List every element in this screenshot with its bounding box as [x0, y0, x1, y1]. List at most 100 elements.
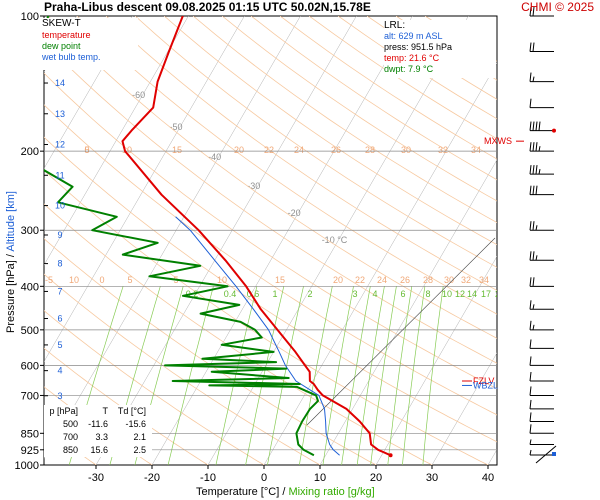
potential-temp-label: 28	[423, 275, 433, 285]
altitude-tick-label: 12	[55, 140, 65, 150]
potential-temp-label: 15	[275, 275, 285, 285]
lrl-title: LRL:	[384, 20, 406, 31]
isotherm-line	[151, 16, 413, 465]
pressure-tick-label: 200	[21, 146, 39, 158]
table-cell: -15.6	[125, 419, 146, 429]
wind-barb-full	[529, 165, 532, 175]
pressure-tick-label: 1000	[15, 460, 39, 472]
wind-barb-full	[532, 185, 535, 195]
altitude-tick-label: 7	[57, 286, 62, 296]
wbzl-label: WBZL	[473, 380, 498, 390]
isotherm-line	[44, 16, 301, 459]
mixing-ratio-label: 0.6	[247, 289, 260, 299]
isotherm-line	[544, 16, 600, 465]
wind-barb	[529, 424, 554, 434]
wind-barb	[529, 386, 554, 396]
isotherm-label: -60	[132, 90, 145, 100]
pressure-tick-label: 100	[21, 11, 39, 23]
potential-temp-label: 34	[471, 145, 481, 155]
wind-barb-full	[529, 251, 532, 261]
wind-barb-half	[535, 255, 538, 261]
wind-barb-full	[529, 356, 532, 366]
legend: SKEW-T temperature dew point wet bulb te…	[42, 18, 138, 70]
lrl-dewpoint: dwpt: 7.9 °C	[384, 64, 434, 74]
wind-barb	[529, 6, 554, 17]
max-wind-marker	[552, 128, 556, 133]
dry-adiabat-line	[44, 41, 497, 364]
wind-barb-full	[532, 42, 535, 52]
wind-barb	[529, 439, 554, 445]
potential-temp-label: 34	[479, 275, 489, 285]
potential-temp-label: 10	[217, 275, 227, 285]
wind-barb	[529, 221, 554, 231]
altitude-tick-label: 9	[57, 230, 62, 240]
pressure-tick-label: 600	[21, 360, 39, 372]
wind-barb-full	[532, 142, 535, 152]
wind-barb	[529, 277, 554, 287]
wind-barb-full	[535, 185, 538, 195]
wind-barb	[529, 371, 554, 382]
isotherm-line	[487, 448, 497, 465]
dry-adiabat-line	[44, 136, 497, 443]
wind-barb	[529, 339, 554, 349]
potential-temp-label: 5	[127, 275, 132, 285]
series-line-wet-bulb-temp	[175, 216, 340, 456]
wind-barb	[529, 356, 554, 366]
table-header-cell: p [hPa]	[49, 406, 78, 416]
wind-barb-full	[529, 6, 532, 17]
wind-barb	[529, 121, 556, 133]
table-header: p [hPa] T Td [°C]	[44, 405, 152, 418]
x-axis-label: Temperature [°C] / Mixing ratio [g/kg]	[196, 486, 375, 498]
x-axis-label-temperature: Temperature [°C]	[196, 486, 280, 498]
potential-temp-label: 32	[438, 145, 448, 155]
potential-temp-label: 28	[365, 145, 375, 155]
wind-barb-half	[538, 146, 541, 152]
temperature-tick-label: 10	[314, 472, 326, 484]
dry-adiabat-line	[44, 238, 377, 465]
mixing-ratio-label: 3	[352, 289, 357, 299]
lrl-altitude: alt: 629 m ASL	[384, 31, 443, 41]
isotherm-line	[95, 16, 357, 465]
potential-temp-label: 10	[69, 275, 79, 285]
potential-temp-label: 10	[122, 145, 132, 155]
wind-barb-full	[529, 42, 532, 52]
potential-temp-label: 30	[401, 145, 411, 155]
altitude-tick-label: 10	[55, 201, 65, 211]
lowest-level-info: LRL: alt: 629 m ASL press: 951.5 hPa tem…	[384, 20, 496, 78]
series-line-dew-point	[44, 16, 319, 457]
mixing-ratio-label: 10	[442, 289, 452, 299]
standard-levels-table: p [hPa] T Td [°C] 500 -11.6 -15.6 700 3.…	[44, 405, 152, 457]
pressure-tick-label: 925	[21, 445, 39, 457]
isotherm-label: -10 °C	[322, 235, 348, 245]
surface-wind-line	[535, 445, 557, 464]
temperature-tick-label: 0	[261, 472, 267, 484]
wind-barb	[529, 72, 554, 83]
wind-barb-full	[532, 121, 535, 131]
potential-temp-label: 22	[264, 145, 274, 155]
mixing-ratio-label: 4	[372, 289, 377, 299]
dry-adiabat-line	[163, 16, 497, 246]
lrl-temperature: temp: 21.6 °C	[384, 53, 440, 63]
mixing-ratio-label: 25	[511, 289, 521, 299]
isotherm-line	[375, 255, 497, 465]
table-row: 500 -11.6 -15.6	[44, 418, 152, 431]
dry-adiabat-line	[44, 273, 321, 465]
dry-adiabat-line	[192, 16, 497, 224]
pressure-tick-label: 300	[21, 225, 39, 237]
wind-barb	[529, 300, 554, 310]
wind-barb-half	[532, 76, 535, 82]
potential-temp-label: 0	[99, 275, 104, 285]
wind-barb	[529, 165, 554, 175]
potential-temp-label: 20	[333, 275, 343, 285]
mixing-ratio-label: 20	[495, 289, 505, 299]
dry-adiabat-line	[105, 16, 497, 291]
temperature-tick-label: -10	[200, 472, 216, 484]
pressure-tick-label: 500	[21, 325, 39, 337]
table-header-cell: T	[102, 406, 109, 416]
wind-barb-full	[529, 386, 532, 396]
wind-barb-full	[538, 121, 541, 131]
wind-barb-full	[532, 251, 535, 261]
wind-barb-full	[529, 399, 532, 409]
wind-barb-full	[532, 277, 535, 287]
